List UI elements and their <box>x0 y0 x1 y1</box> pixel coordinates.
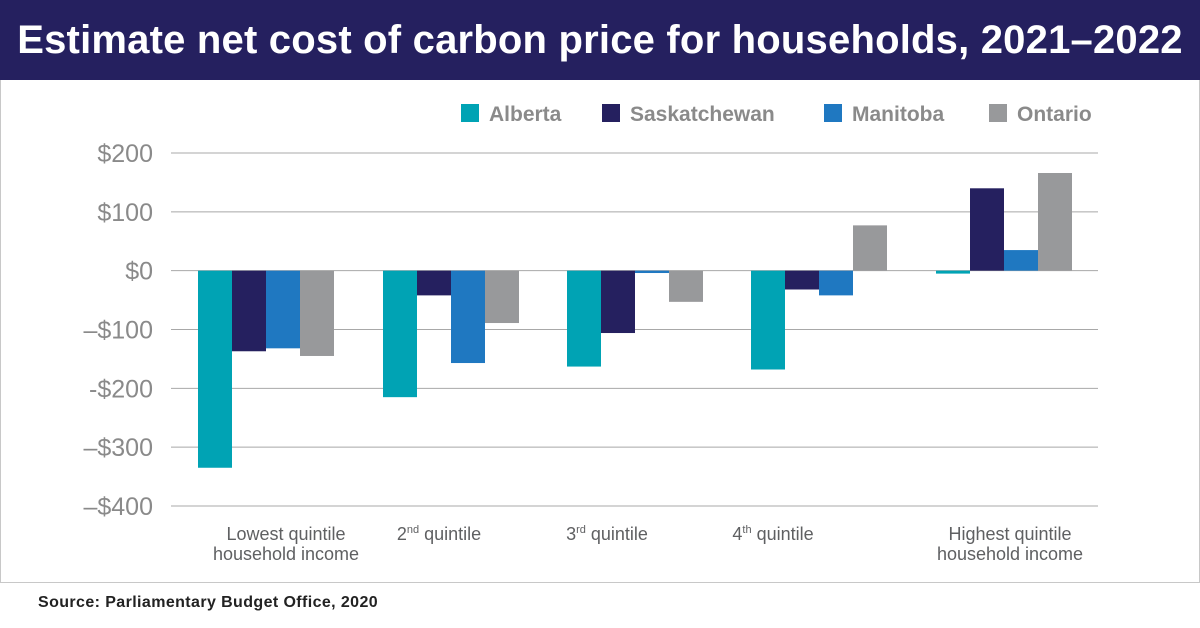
bar-manitoba <box>451 270 485 364</box>
bar-saskatchewan <box>785 270 819 290</box>
legend-swatch-manitoba <box>824 104 842 122</box>
x-tick-label: 3rd quintile <box>566 524 648 544</box>
x-tick-label: household income <box>213 544 359 564</box>
bar-alberta <box>936 270 970 274</box>
chart-title: Estimate net cost of carbon price for ho… <box>17 17 1183 62</box>
legend-swatch-ontario <box>989 104 1007 122</box>
y-tick-label: -$200 <box>89 375 153 403</box>
bar-ontario <box>853 225 887 271</box>
bar-alberta <box>198 270 232 468</box>
y-tick-label: $200 <box>97 140 153 168</box>
legend-swatch-alberta <box>461 104 479 122</box>
bar-saskatchewan <box>417 270 451 296</box>
legend-label-ontario: Ontario <box>1017 103 1092 126</box>
bar-alberta <box>383 270 417 398</box>
bar-manitoba <box>635 270 669 274</box>
bar-alberta <box>751 270 785 370</box>
source-note: Source: Parliamentary Budget Office, 202… <box>38 594 379 611</box>
bar-manitoba <box>266 270 300 349</box>
y-tick-label: –$400 <box>83 493 153 521</box>
x-tick-label: Highest quintile <box>948 524 1071 544</box>
bar-ontario <box>669 270 703 302</box>
bar-manitoba <box>1004 250 1038 271</box>
legend-label-alberta: Alberta <box>489 103 562 126</box>
bar-chart: $200 $100 $0 –$100 -$200 –$300 –$400 Lowest qui… <box>83 103 1098 564</box>
bar-manitoba <box>819 270 853 296</box>
bar-ontario <box>300 270 334 356</box>
bar-ontario <box>1038 173 1072 271</box>
y-tick-label: $0 <box>125 258 153 286</box>
legend-swatch-saskatchewan <box>602 104 620 122</box>
y-tick-label: –$100 <box>83 317 153 345</box>
legend-label-manitoba: Manitoba <box>852 103 944 126</box>
x-tick-label: household income <box>937 544 1083 564</box>
bar-ontario <box>485 270 519 324</box>
chart-panel: $200 $100 $0 –$100 -$200 –$300 –$400 Lowest qui… <box>0 80 1200 583</box>
x-tick-label: Lowest quintile <box>226 524 345 544</box>
bar-saskatchewan <box>232 270 266 352</box>
title-banner: Estimate net cost of carbon price for ho… <box>0 0 1200 80</box>
legend-label-saskatchewan: Saskatchewan <box>630 103 775 126</box>
y-tick-label: $100 <box>97 199 153 227</box>
y-tick-label: –$300 <box>83 434 153 462</box>
x-tick-label: 4th quintile <box>732 524 813 544</box>
bar-saskatchewan <box>601 270 635 334</box>
bar-alberta <box>567 270 601 367</box>
bar-saskatchewan <box>970 188 1004 271</box>
x-tick-label: 2nd quintile <box>397 524 481 544</box>
